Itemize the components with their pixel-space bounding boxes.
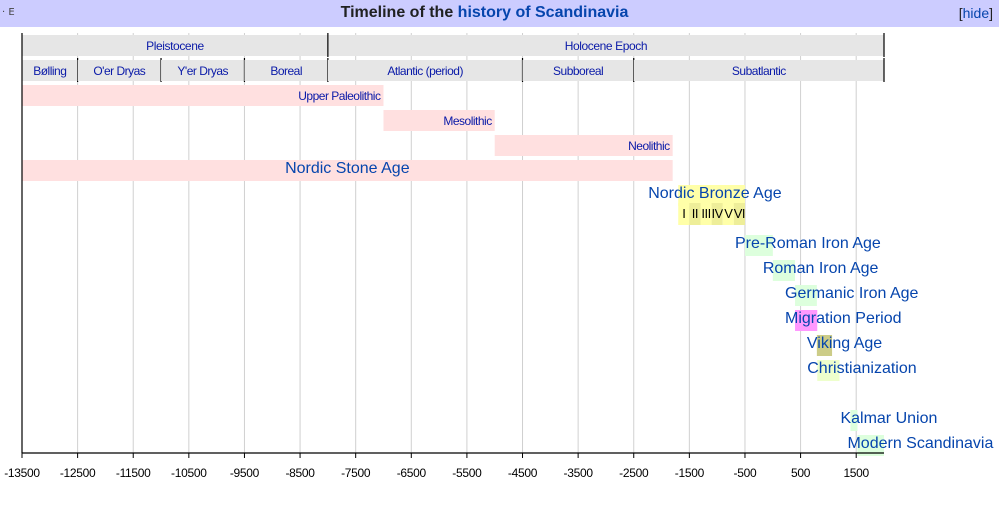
hide-toggle[interactable]: [hide]	[959, 5, 993, 21]
stage-bar	[22, 60, 78, 81]
x-tick-label: 500	[791, 466, 811, 480]
period-label[interactable]: Nordic Bronze Age	[648, 185, 782, 202]
period-label[interactable]: Upper Paleolithic	[298, 89, 381, 103]
bronze-subperiod-label[interactable]: II	[692, 206, 699, 221]
period-label[interactable]: Mesolithic	[443, 114, 492, 128]
hide-close-bracket: ]	[989, 5, 993, 21]
period-bar	[22, 160, 673, 181]
stage-bar	[161, 60, 245, 81]
bronze-subperiod-label[interactable]: IV	[712, 206, 725, 221]
bronze-subperiod-label[interactable]: III	[701, 206, 711, 221]
period-label[interactable]: Germanic Iron Age	[785, 285, 919, 302]
stage-label[interactable]: Subboreal	[553, 64, 604, 78]
bronze-subperiod-bar	[733, 203, 745, 225]
period-bar	[850, 410, 858, 431]
period-bar	[494, 135, 673, 156]
period-bar	[795, 310, 818, 331]
bronze-subperiod-bar	[722, 203, 734, 225]
x-tick-label: -6500	[397, 466, 427, 480]
x-tick-label: -8500	[285, 466, 315, 480]
stage-label[interactable]: O'er Dryas	[93, 64, 146, 78]
period-bar	[816, 335, 833, 356]
navbox-title-bar: · E Timeline of the history of Scandinav…	[0, 0, 999, 27]
period-label[interactable]: Pre-Roman Iron Age	[735, 235, 881, 252]
x-tick-label: -13500	[4, 466, 40, 480]
period-bar	[772, 260, 796, 281]
title-link[interactable]: history of Scandinavia	[457, 4, 629, 21]
period-label[interactable]: Neolithic	[628, 139, 671, 153]
bronze-subperiod-label[interactable]: V	[724, 206, 734, 221]
period-bar	[857, 435, 884, 456]
x-tick-label: -5500	[452, 466, 482, 480]
period-label[interactable]: Roman Iron Age	[763, 260, 879, 277]
navbox-title: Timeline of the history of Scandinavia	[0, 4, 969, 22]
bronze-subperiod-bar	[711, 203, 723, 225]
epoch-bar	[327, 35, 884, 56]
stage-bar	[522, 60, 634, 81]
stage-label[interactable]: Y'er Dryas	[177, 64, 229, 78]
x-tick-label: -4500	[508, 466, 538, 480]
period-bar	[22, 85, 384, 106]
epoch-label[interactable]: Holocene Epoch	[565, 39, 648, 53]
x-tick-label: -1500	[675, 466, 705, 480]
period-label[interactable]: Migration Period	[785, 310, 902, 327]
hide-link[interactable]: hide	[962, 5, 990, 21]
period-label[interactable]: Modern Scandinavia	[847, 435, 993, 452]
navbox-edit-links[interactable]: · E	[2, 7, 15, 18]
stage-bar	[77, 60, 162, 81]
stage-label[interactable]: Subatlantic	[732, 64, 787, 78]
bronze-subperiod-bar	[689, 203, 701, 225]
hide-open-bracket: [	[958, 5, 963, 21]
timeline-chart: Pleistocene Holocene Epoch Bølling O'er Dry…	[4, 33, 993, 480]
x-tick-label: -9500	[230, 466, 260, 480]
x-tick-label: -2500	[619, 466, 649, 480]
period-label[interactable]: Nordic Stone Age	[285, 160, 410, 177]
bronze-subperiod-label[interactable]: VI	[734, 206, 746, 221]
bronze-subperiod-label[interactable]: I	[682, 206, 686, 221]
x-tick-label: -7500	[341, 466, 371, 480]
period-label[interactable]: Kalmar Union	[840, 410, 937, 427]
x-tick-label: -500	[734, 466, 757, 480]
x-tick-label: -12500	[60, 466, 96, 480]
title-prefix: Timeline of the	[340, 4, 458, 21]
stage-bar	[327, 60, 523, 81]
x-tick-label: -11500	[116, 466, 151, 480]
stage-bar	[633, 60, 884, 81]
x-tick-label: 1500	[843, 466, 869, 480]
period-bar	[678, 185, 745, 206]
period-bar	[817, 360, 840, 381]
stage-label[interactable]: Atlantic (period)	[387, 64, 464, 78]
period-label[interactable]: Christianization	[807, 360, 916, 377]
bronze-subperiod-bar	[700, 203, 712, 225]
period-label[interactable]: Viking Age	[807, 335, 882, 352]
stage-label[interactable]: Bølling	[33, 64, 67, 78]
period-bar	[795, 285, 817, 306]
bronze-subperiod-bar	[678, 203, 690, 225]
epoch-label[interactable]: Pleistocene	[146, 39, 205, 53]
period-bar	[744, 235, 773, 256]
stage-label[interactable]: Boreal	[270, 64, 302, 78]
period-bar	[383, 110, 495, 131]
stage-bar	[244, 60, 328, 81]
epoch-bar	[22, 35, 328, 56]
x-tick-label: -10500	[171, 466, 207, 480]
x-tick-label: -3500	[564, 466, 594, 480]
